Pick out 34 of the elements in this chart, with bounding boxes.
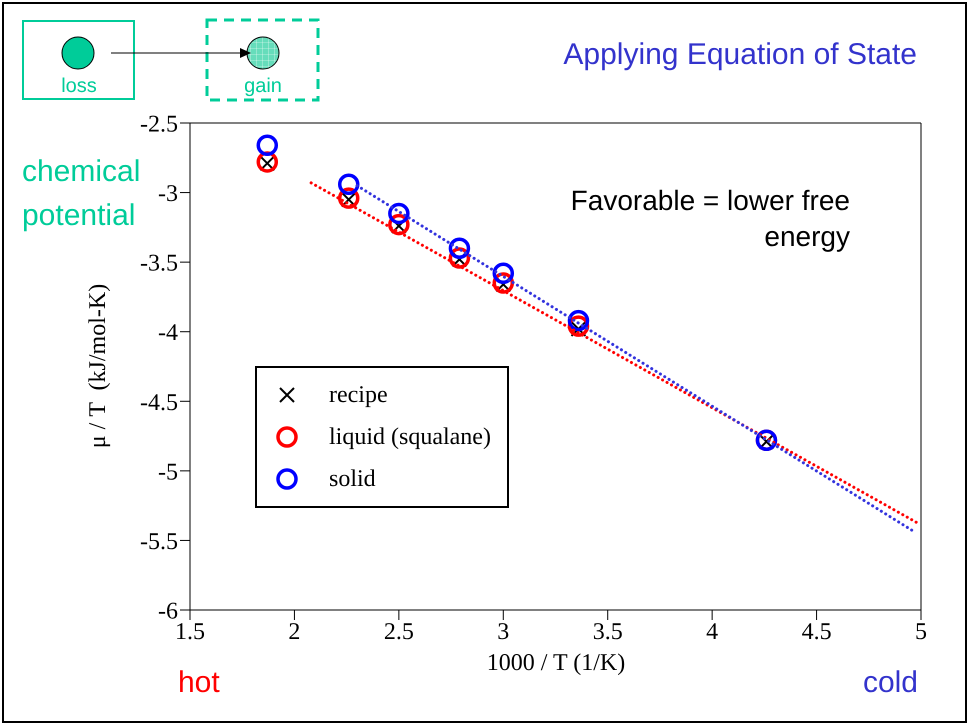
y-tick-label: -5 (158, 459, 178, 486)
point (492, 262, 514, 284)
y-axis-title: μ / T (kJ/mol-K) (85, 284, 111, 448)
legend-label: recipe (329, 382, 388, 408)
x-tick-label: 4.5 (802, 619, 832, 646)
text: loss (60, 74, 98, 98)
x-tick-label: 3.5 (592, 619, 623, 646)
y-tick-label: -4 (158, 320, 178, 346)
x-tick-label: 5 (915, 619, 927, 646)
legend-label: solid (329, 466, 376, 492)
x-tick-label: 3 (497, 619, 510, 646)
x-tick-label: 4 (706, 619, 718, 646)
text: hot (178, 665, 221, 701)
y-tick-label: -6 (158, 598, 178, 625)
y-tick-label: -2.5 (140, 112, 178, 138)
point (256, 134, 278, 156)
y-tick-label: -4.5 (140, 390, 178, 416)
x-tick-label: 2 (288, 619, 300, 646)
legend-label: liquid (squalane) (329, 424, 491, 450)
y-tick-label: -5.5 (140, 528, 178, 555)
text: chemical potential (22, 155, 140, 232)
y-tick-label: -3.5 (140, 250, 178, 277)
chart-title: Applying Equation of State (563, 38, 917, 72)
text: cold (862, 665, 918, 701)
point (568, 310, 590, 332)
text: gain (243, 74, 283, 98)
point (448, 237, 470, 259)
point (388, 202, 410, 224)
x-tick-label: 2.5 (384, 619, 414, 646)
x-tick-label: 1.5 (175, 619, 205, 646)
y-tick-label: -3 (158, 181, 178, 208)
x-axis-title: 1000 / T (1/K) (486, 650, 626, 676)
point (338, 173, 360, 195)
annotation: Favorable = lower free energy (570, 184, 850, 254)
